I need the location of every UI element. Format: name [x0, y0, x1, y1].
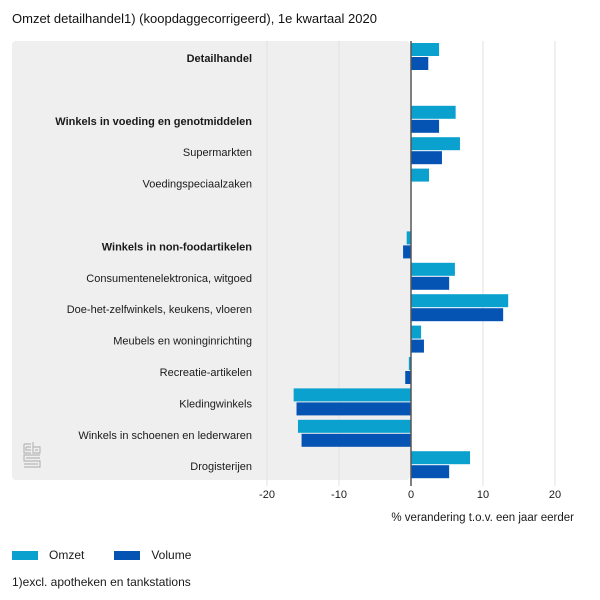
volume-swatch — [114, 550, 141, 560]
bar-omzet[interactable] — [411, 168, 429, 182]
bar-omzet[interactable] — [411, 105, 456, 119]
category-label: Meubels en woninginrichting — [113, 336, 252, 348]
bar-volume[interactable] — [411, 57, 429, 70]
bar-volume[interactable] — [411, 276, 450, 290]
bar-omzet[interactable] — [411, 43, 440, 56]
category-label: Drogisterijen — [190, 461, 252, 473]
bar-omzet[interactable] — [293, 388, 411, 402]
legend: Omzet Volume — [12, 548, 221, 562]
bar-omzet[interactable] — [411, 451, 471, 465]
category-label: Detailhandel — [187, 53, 252, 65]
bar-omzet[interactable] — [411, 137, 460, 151]
category-label: Winkels in voeding en genotmiddelen — [55, 116, 252, 128]
bar-omzet[interactable] — [297, 419, 411, 433]
category-label: Voedingspeciaalzaken — [143, 179, 252, 191]
category-label: Supermarkten — [183, 147, 252, 159]
category-labels: Detailhandel Winkels in voeding en genotm… — [55, 53, 252, 473]
x-tick-label: 20 — [549, 489, 561, 501]
bar-omzet[interactable] — [411, 325, 422, 339]
x-tick-label: -10 — [331, 489, 347, 501]
category-label: Winkels in schoenen en lederwaren — [78, 430, 252, 442]
bar-omzet[interactable] — [406, 231, 411, 245]
category-label: Kledingwinkels — [179, 398, 252, 410]
x-axis-ticks: -20 -10 0 10 20 — [259, 489, 561, 501]
bar-omzet[interactable] — [411, 262, 455, 276]
bars — [293, 43, 509, 479]
bar-volume[interactable] — [411, 119, 440, 133]
omzet-swatch — [12, 550, 38, 560]
bar-volume[interactable] — [403, 245, 411, 259]
legend-item-omzet[interactable]: Omzet — [12, 548, 84, 562]
bar-omzet[interactable] — [411, 294, 509, 308]
bar-omzet[interactable] — [408, 357, 411, 370]
x-axis-title: % verandering t.o.v. een jaar eerder — [391, 512, 574, 524]
bar-volume[interactable] — [411, 465, 450, 479]
category-label: Doe-het-zelfwinkels, keukens, vloeren — [67, 304, 252, 316]
bar-volume[interactable] — [411, 339, 424, 353]
bar-volume[interactable] — [411, 151, 442, 165]
legend-label-omzet: Omzet — [49, 548, 85, 562]
x-tick-label: 0 — [408, 489, 414, 501]
x-tick-label: -20 — [259, 489, 275, 501]
chart-title: Omzet detailhandel1) (koopdaggecorrigeer… — [12, 11, 377, 26]
cbs-logo-icon — [23, 442, 41, 468]
bar-volume[interactable] — [405, 371, 411, 384]
legend-label-volume: Volume — [151, 548, 192, 562]
bar-volume[interactable] — [296, 402, 411, 416]
category-label: Recreatie-artikelen — [160, 367, 252, 379]
bar-volume[interactable] — [301, 433, 411, 447]
category-label: Consumentenelektronica, witgoed — [86, 273, 252, 285]
category-label: Winkels in non-foodartikelen — [102, 241, 253, 253]
x-tick-label: 10 — [477, 489, 489, 501]
footnote: 1)excl. apotheken en tankstations — [12, 575, 191, 589]
bar-volume[interactable] — [411, 308, 504, 322]
legend-item-volume[interactable]: Volume — [114, 548, 191, 562]
